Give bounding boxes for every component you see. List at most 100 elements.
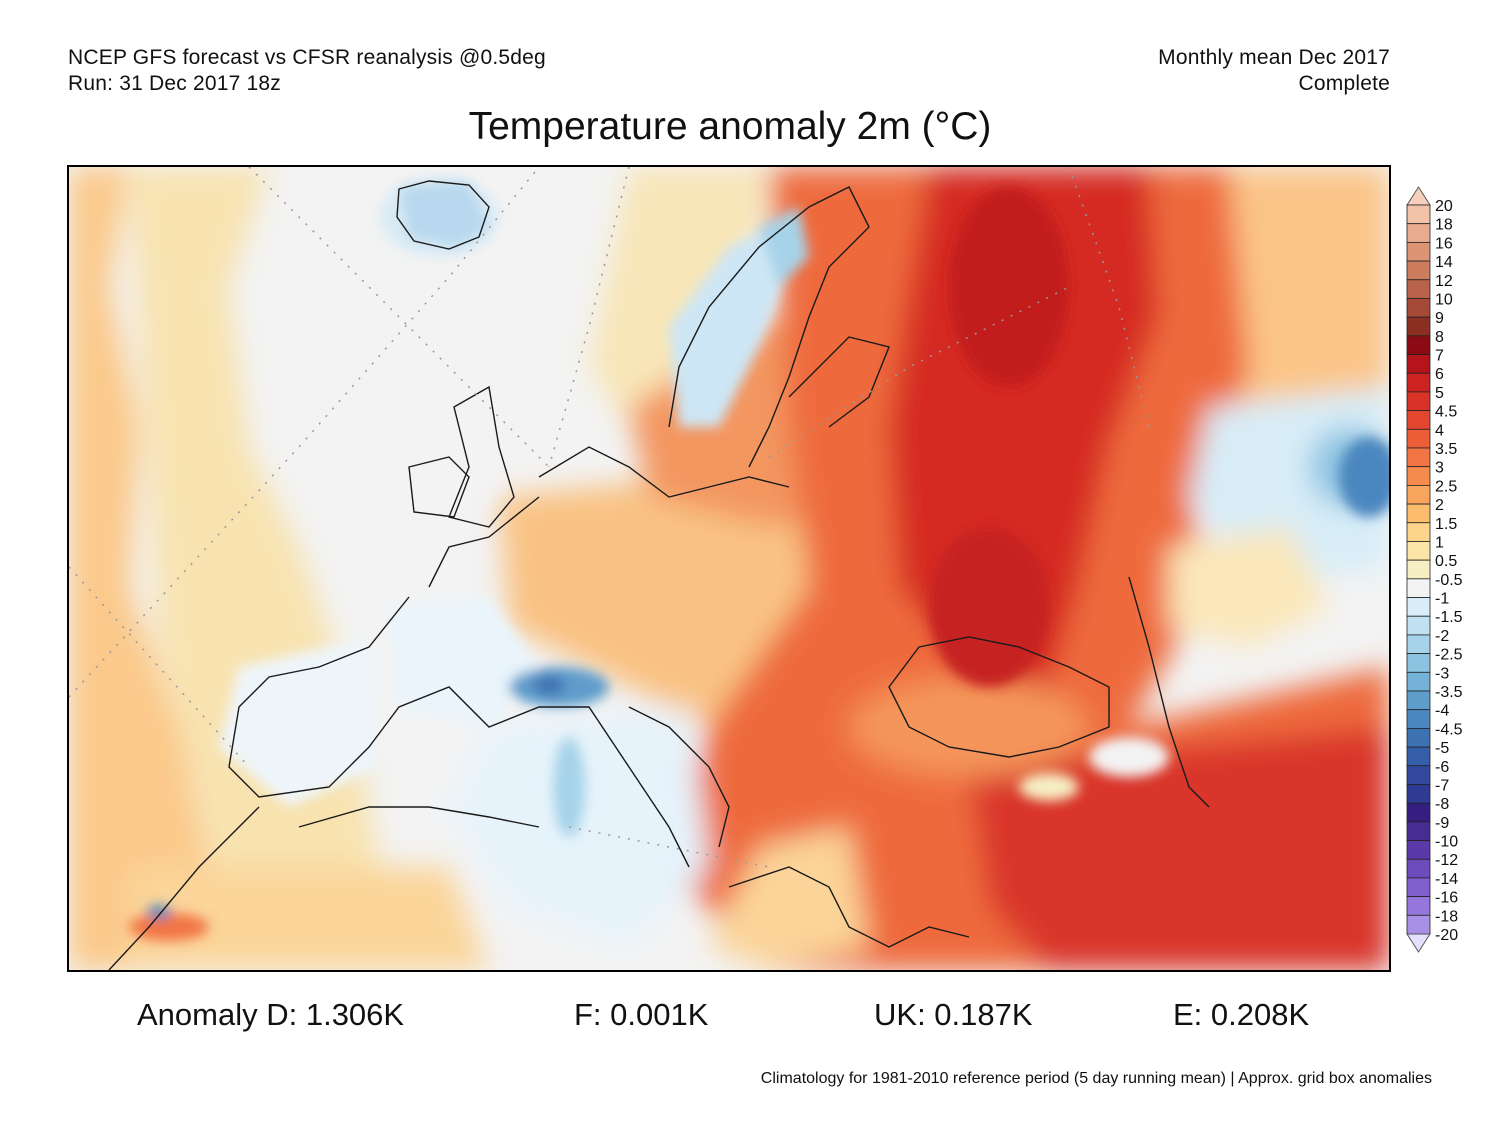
field-north-africa — [129, 867, 489, 970]
colorbar-bin — [1406, 746, 1431, 767]
colorbar-tick-label: -14 — [1435, 871, 1458, 888]
colorbar-bin — [1406, 727, 1431, 748]
field-caucasus — [1089, 737, 1169, 777]
colorbar-bin — [1406, 597, 1431, 617]
period-label: Monthly mean Dec 2017 — [1158, 46, 1390, 69]
colorbar-tick-label: -1.5 — [1435, 609, 1463, 626]
anomaly-map — [67, 165, 1391, 972]
colorbar-bin — [1406, 466, 1431, 486]
colorbar-bin — [1406, 391, 1431, 412]
field-black-sea — [849, 677, 1089, 777]
coast-north-africa — [298, 806, 540, 828]
graticule-line — [1068, 167, 1150, 428]
colorbar-tick-label: 5 — [1435, 385, 1444, 402]
colorbar-tick-label: 16 — [1435, 235, 1453, 252]
colorbar-extend-bottom — [1406, 933, 1431, 953]
colorbar-tick-label: 8 — [1435, 329, 1444, 346]
field-aegean — [709, 827, 869, 970]
colorbar-tick-label: 1.5 — [1435, 516, 1457, 533]
colorbar-tick-label: -4 — [1435, 703, 1449, 720]
colorbar-tick-label: -4.5 — [1435, 721, 1463, 738]
colorbar-tick-label: -3.5 — [1435, 684, 1463, 701]
field-caspian-north — [1169, 527, 1329, 647]
footnote: Climatology for 1981-2010 reference peri… — [760, 1070, 1432, 1087]
colorbar-bin — [1406, 615, 1431, 636]
coast-ireland — [408, 456, 470, 518]
colorbar-tick-label: 4 — [1435, 422, 1444, 439]
colorbar-bin — [1406, 802, 1431, 823]
colorbar-bin — [1406, 896, 1431, 916]
coast-morocco — [108, 806, 260, 970]
colorbar-tick-label: 12 — [1435, 273, 1453, 290]
colorbar-bin — [1406, 279, 1431, 299]
colorbar-tick-label: 4.5 — [1435, 404, 1457, 421]
colorbar-bin — [1406, 354, 1431, 374]
colorbar-bin — [1406, 709, 1431, 729]
colorbar-tick-label: 1 — [1435, 534, 1444, 551]
colorbar-bin — [1406, 503, 1431, 524]
colorbar-tick-label: 3 — [1435, 460, 1444, 477]
header-right: Monthly mean Dec 2017 Complete — [1158, 45, 1390, 97]
colorbar-tick-label: -2.5 — [1435, 647, 1463, 664]
colorbar-tick-label: 2 — [1435, 497, 1444, 514]
colorbar-bin — [1406, 316, 1431, 337]
anomaly-map-canvas — [69, 167, 1389, 970]
field-lapland — [759, 207, 809, 287]
coast-adriatic — [628, 706, 730, 848]
graticule-line — [248, 167, 550, 468]
colorbar-tick-label: -2 — [1435, 628, 1449, 645]
coast-channel — [428, 496, 540, 588]
colorbar-bin — [1406, 372, 1431, 393]
colorbar-bin — [1406, 634, 1431, 655]
colorbar-bin — [1406, 428, 1431, 449]
colorbar-tick-label: 6 — [1435, 366, 1444, 383]
stat-uk: UK: 0.187K — [874, 997, 1033, 1032]
colorbar-bin — [1406, 653, 1431, 673]
coastlines — [108, 180, 1210, 970]
colorbar-bin — [1406, 559, 1431, 580]
field-aral-core — [1339, 437, 1389, 517]
coast-baltic-south — [538, 446, 790, 498]
colorbar-bin — [1406, 241, 1431, 262]
colorbar-tick-label: -12 — [1435, 852, 1458, 869]
colorbar-tick-label: -18 — [1435, 908, 1458, 925]
colorbar-bin — [1406, 260, 1431, 281]
colorbar-tick-label: 3.5 — [1435, 441, 1457, 458]
colorbar-bin — [1406, 484, 1431, 505]
graticule — [69, 167, 1150, 868]
colorbar-bin — [1406, 410, 1431, 430]
colorbar-bin — [1406, 335, 1431, 355]
colorbar-bin — [1406, 671, 1431, 692]
field-atlas — [129, 913, 209, 941]
colorbar-bin — [1406, 223, 1431, 243]
coast-aegean-anatolia — [728, 866, 970, 948]
field-smooth-layer — [69, 167, 1389, 970]
colorbar-bin — [1406, 858, 1431, 879]
field-anatolia-plateau — [1019, 773, 1079, 801]
stat-france: F: 0.001K — [574, 997, 709, 1032]
colorbar-bin — [1406, 821, 1431, 841]
stat-spain: E: 0.208K — [1173, 997, 1310, 1032]
coast-finland — [788, 336, 890, 428]
stat-germany: Anomaly D: 1.306K — [137, 997, 405, 1032]
field-british-isles — [399, 392, 499, 527]
coast-britain — [448, 385, 515, 528]
coast-caspian-west — [1128, 576, 1210, 808]
colorbar-tick-label: -3 — [1435, 665, 1449, 682]
field-norwegian-sea — [589, 167, 769, 427]
field-alps-core — [533, 675, 565, 695]
field-west-med — [449, 707, 709, 947]
field-atlantic-west — [69, 167, 229, 970]
colorbar-bin — [1406, 914, 1431, 935]
colorbar-bin — [1406, 578, 1431, 598]
colorbar-tick-label: -8 — [1435, 796, 1449, 813]
colorbar-tick-label: 18 — [1435, 217, 1453, 234]
colorbar-bin — [1406, 690, 1431, 711]
colorbar-tick-label: -10 — [1435, 834, 1458, 851]
colorbar-bin — [1406, 298, 1431, 318]
colorbar-bin — [1406, 522, 1431, 542]
colorbar-bin — [1406, 447, 1431, 468]
colorbar-tick-label: 0.5 — [1435, 553, 1457, 570]
field-iceland-halo — [379, 177, 499, 257]
